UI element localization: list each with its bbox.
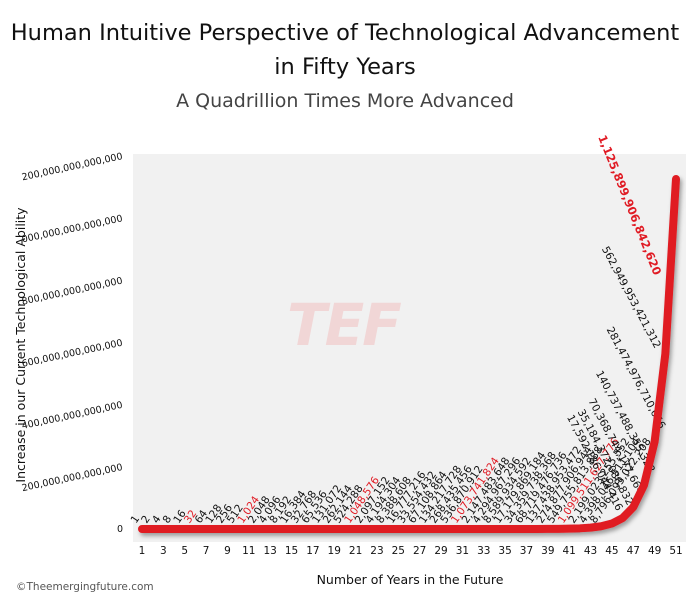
x-tick-label: 25 [392,545,405,557]
x-tick-label: 35 [498,545,511,557]
x-tick-label: 31 [456,545,469,557]
x-tick-label: 37 [520,545,533,557]
y-tick-label: 800,000,000,000,000 [21,276,124,308]
x-axis-ticks: 1 3 5 7 9 11 13 15 17 19 21 23 25 27 29 31 33 35 37 39 41 43 4… [139,545,683,557]
y-tick-label: 200,000,000,000,000 [21,462,124,494]
x-tick-label: 15 [285,545,298,557]
x-tick-label: 19 [328,545,341,557]
x-tick-label: 9 [224,545,231,557]
x-tick-label: 45 [605,545,618,557]
y-tick-label: 200,000,000,000,000 [21,151,124,183]
x-tick-label: 11 [242,545,255,557]
x-tick-label: 13 [263,545,276,557]
x-tick-label: 21 [349,545,362,557]
x-tick-label: 27 [413,545,426,557]
x-tick-label: 51 [669,545,682,557]
x-tick-label: 49 [648,545,661,557]
x-tick-label: 23 [370,545,383,557]
y-tick-label: 600,000,000,000,000 [21,338,124,370]
x-tick-label: 41 [563,545,576,557]
credit-text: ©Theemergingfuture.com [16,581,154,593]
x-tick-label: 39 [541,545,554,557]
x-tick-label: 29 [434,545,447,557]
x-tick-label: 3 [160,545,167,557]
x-axis-title: Number of Years in the Future [317,572,504,587]
x-tick-label: 17 [306,545,319,557]
y-tick-label: 0 [117,524,123,535]
x-tick-label: 47 [627,545,640,557]
y-axis-title: Increase in our Current Technological Ab… [13,207,28,483]
y-tick-label: 000,000,000,000,000 [21,213,124,245]
x-tick-label: 7 [203,545,210,557]
x-tick-label: 43 [584,545,597,557]
line-chart: TEF 12481632641282565121,0242,0484,0968,… [0,0,690,600]
y-axis-ticks: 0 200,000,000,000,000 400,000,000,000,000 6… [21,151,124,535]
x-tick-label: 1 [139,545,146,557]
x-tick-label: 33 [477,545,490,557]
y-tick-label: 400,000,000,000,000 [21,400,124,432]
watermark-logo: TEF [287,291,401,359]
x-tick-label: 5 [181,545,188,557]
